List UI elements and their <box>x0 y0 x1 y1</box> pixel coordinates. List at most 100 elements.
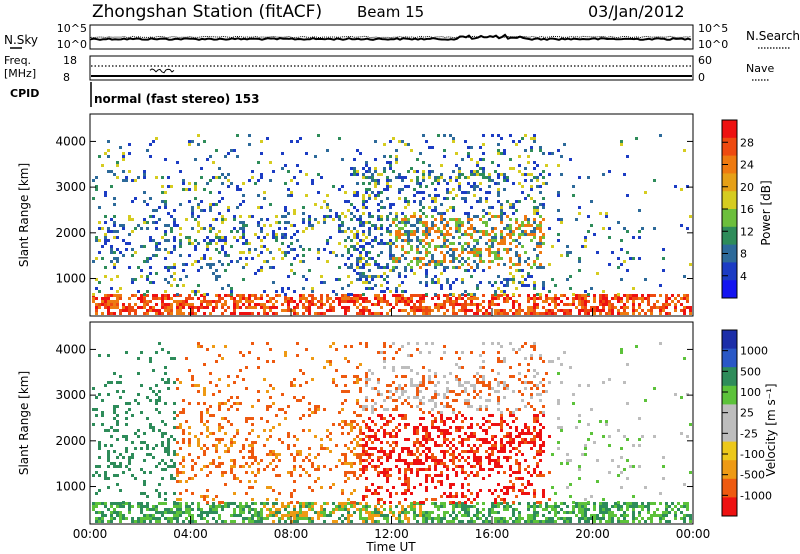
heatmap-cell <box>269 508 272 511</box>
y-tick-label: 1000 <box>55 272 86 286</box>
heatmap-cell <box>482 381 485 384</box>
heatmap-cell <box>242 230 245 233</box>
heatmap-cell <box>260 508 263 511</box>
heatmap-cell <box>389 242 392 245</box>
heatmap-cell <box>170 275 173 278</box>
heatmap-cell <box>230 438 233 441</box>
heatmap-cell <box>521 185 524 188</box>
heatmap-cell <box>428 381 431 384</box>
colorbar-segment <box>722 280 737 299</box>
heatmap-cell <box>383 360 386 363</box>
heatmap-cell <box>533 309 536 312</box>
heatmap-cell <box>299 260 302 263</box>
heatmap-cell <box>248 215 251 218</box>
heatmap-cell <box>224 218 227 221</box>
heatmap-cell <box>236 300 239 303</box>
heatmap-cell <box>407 489 410 492</box>
heatmap-cell <box>446 429 449 432</box>
heatmap-cell <box>95 185 98 188</box>
heatmap-cell <box>470 297 473 300</box>
heatmap-cell <box>338 423 341 426</box>
heatmap-cell <box>614 306 617 309</box>
heatmap-cell <box>347 511 350 514</box>
heatmap-cell <box>344 456 347 459</box>
heatmap-cell <box>251 502 254 505</box>
heatmap-cell <box>542 520 545 523</box>
heatmap-cell <box>299 465 302 468</box>
heatmap-cell <box>422 309 425 312</box>
heatmap-cell <box>527 432 530 435</box>
heatmap-cell <box>368 167 371 170</box>
heatmap-cell <box>281 167 284 170</box>
heatmap-cell <box>188 402 191 405</box>
heatmap-cell <box>164 306 167 309</box>
heatmap-cell <box>563 143 566 146</box>
heatmap-cell <box>437 297 440 300</box>
heatmap-cell <box>464 459 467 462</box>
heatmap-cell <box>407 396 410 399</box>
beam-label: Beam 15 <box>357 3 424 21</box>
heatmap-cell <box>548 227 551 230</box>
heatmap-cell <box>302 218 305 221</box>
heatmap-cell <box>512 420 515 423</box>
heatmap-cell <box>209 508 212 511</box>
heatmap-cell <box>404 176 407 179</box>
heatmap-cell <box>533 248 536 251</box>
heatmap-cell <box>527 514 530 517</box>
heatmap-cell <box>530 432 533 435</box>
heatmap-cell <box>416 158 419 161</box>
heatmap-cell <box>344 423 347 426</box>
heatmap-cell <box>530 312 533 315</box>
heatmap-cell <box>530 197 533 200</box>
heatmap-cell <box>233 218 236 221</box>
heatmap-cell <box>335 520 338 523</box>
heatmap-cell <box>386 287 389 290</box>
heatmap-cell <box>416 251 419 254</box>
heatmap-cell <box>221 474 224 477</box>
heatmap-cell <box>476 170 479 173</box>
heatmap-cell <box>533 140 536 143</box>
heatmap-cell <box>434 468 437 471</box>
heatmap-cell <box>323 281 326 284</box>
heatmap-cell <box>503 278 506 281</box>
heatmap-cell <box>227 254 230 257</box>
heatmap-cell <box>218 378 221 381</box>
heatmap-cell <box>401 505 404 508</box>
heatmap-cell <box>566 303 569 306</box>
heatmap-cell <box>530 505 533 508</box>
heatmap-cell <box>386 384 389 387</box>
heatmap-cell <box>248 450 251 453</box>
heatmap-cell <box>374 435 377 438</box>
heatmap-cell <box>227 263 230 266</box>
heatmap-cell <box>509 203 512 206</box>
heatmap-cell <box>152 426 155 429</box>
heatmap-cell <box>131 278 134 281</box>
heatmap-cell <box>176 471 179 474</box>
heatmap-cell <box>206 447 209 450</box>
heatmap-cell <box>464 501 467 504</box>
heatmap-cell <box>539 501 542 504</box>
heatmap-cell <box>236 429 239 432</box>
heatmap-cell <box>410 167 413 170</box>
heatmap-cell <box>359 405 362 408</box>
heatmap-cell <box>248 303 251 306</box>
heatmap-cell <box>473 450 476 453</box>
heatmap-cell <box>152 514 155 517</box>
heatmap-cell <box>314 312 317 315</box>
heatmap-cell <box>122 435 125 438</box>
heatmap-cell <box>230 182 233 185</box>
heatmap-cell <box>179 170 182 173</box>
heatmap-cell <box>425 281 428 284</box>
heatmap-cell <box>227 505 230 508</box>
heatmap-cell <box>491 438 494 441</box>
heatmap-cell <box>161 191 164 194</box>
heatmap-cell <box>413 306 416 309</box>
heatmap-cell <box>455 471 458 474</box>
heatmap-cell <box>527 363 530 366</box>
heatmap-cell <box>338 411 341 414</box>
heatmap-cell <box>368 447 371 450</box>
heatmap-cell <box>242 444 245 447</box>
heatmap-cell <box>422 450 425 453</box>
heatmap-cell <box>395 212 398 215</box>
heatmap-cell <box>638 257 641 260</box>
